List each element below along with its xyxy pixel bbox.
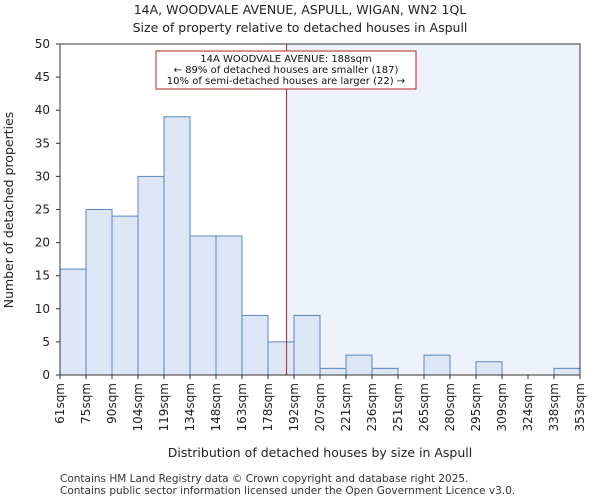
y-tick-label: 5: [42, 335, 50, 349]
bar: [423, 354, 451, 376]
x-tick-label: 265sqm: [417, 383, 431, 431]
y-tick-label: 35: [35, 136, 50, 150]
x-tick-label: 61sqm: [53, 383, 67, 424]
x-tick-label: 163sqm: [235, 383, 249, 431]
x-tick-label: 178sqm: [261, 383, 275, 431]
bar: [319, 367, 347, 376]
bar: [553, 367, 581, 376]
x-tick-label: 236sqm: [365, 383, 379, 431]
y-tick-label: 25: [35, 203, 50, 217]
x-tick-label: 104sqm: [131, 383, 145, 431]
x-tick-label: 338sqm: [547, 383, 561, 431]
x-tick-label: 134sqm: [183, 383, 197, 431]
y-axis-label: Number of detached properties: [1, 112, 16, 309]
bar: [241, 314, 269, 376]
annotation-box: [155, 50, 417, 90]
annotation-line: ← 89% of detached houses are smaller (18…: [174, 65, 399, 76]
x-tick-label: 119sqm: [157, 383, 171, 431]
chart-title: 14A, WOODVALE AVENUE, ASPULL, WIGAN, WN2…: [134, 2, 467, 17]
y-tick-label: 20: [35, 236, 50, 250]
x-tick-label: 207sqm: [313, 383, 327, 431]
x-tick-label: 251sqm: [391, 383, 405, 431]
x-tick-label: 280sqm: [443, 383, 457, 431]
y-tick-label: 15: [35, 269, 50, 283]
bar: [59, 268, 87, 376]
y-tick-label: 10: [35, 302, 50, 316]
chart-subtitle: Size of property relative to detached ho…: [133, 20, 468, 35]
highlight-region: [286, 44, 580, 375]
bar: [163, 116, 191, 376]
bar: [85, 209, 113, 376]
x-tick-label: 192sqm: [287, 383, 301, 431]
x-tick-label: 90sqm: [105, 383, 119, 424]
y-tick-label: 0: [42, 368, 50, 382]
footer-line-2: Contains public sector information licen…: [60, 485, 515, 497]
x-tick-label: 309sqm: [495, 383, 509, 431]
bar: [345, 354, 373, 376]
bar: [137, 175, 165, 376]
bar: [215, 235, 243, 376]
x-tick-label: 75sqm: [79, 383, 93, 424]
bar: [111, 215, 139, 376]
x-tick-label: 324sqm: [521, 383, 535, 431]
y-tick-label: 45: [35, 70, 50, 84]
y-tick-label: 40: [35, 103, 50, 117]
x-tick-label: 221sqm: [339, 383, 353, 431]
bar: [475, 361, 503, 376]
y-tick-label: 30: [35, 169, 50, 183]
x-axis-label: Distribution of detached houses by size …: [168, 445, 472, 460]
bar: [371, 367, 399, 376]
footer-line-1: Contains HM Land Registry data © Crown c…: [60, 473, 468, 485]
y-tick-label: 50: [35, 37, 50, 51]
bar: [189, 235, 217, 376]
annotation-line: 14A WOODVALE AVENUE: 188sqm: [200, 54, 371, 65]
plot-area: 0 5 10 15 20 25 30 35 40 45 50 61sqm 75sqm 90sqm 104sq…: [35, 37, 587, 431]
bar: [267, 341, 295, 376]
x-tick-label: 148sqm: [209, 383, 223, 431]
x-tick-label: 295sqm: [469, 383, 483, 431]
annotation-line: 10% of semi-detached houses are larger (…: [167, 76, 405, 87]
bar: [293, 314, 321, 376]
x-tick-label: 353sqm: [573, 383, 587, 431]
